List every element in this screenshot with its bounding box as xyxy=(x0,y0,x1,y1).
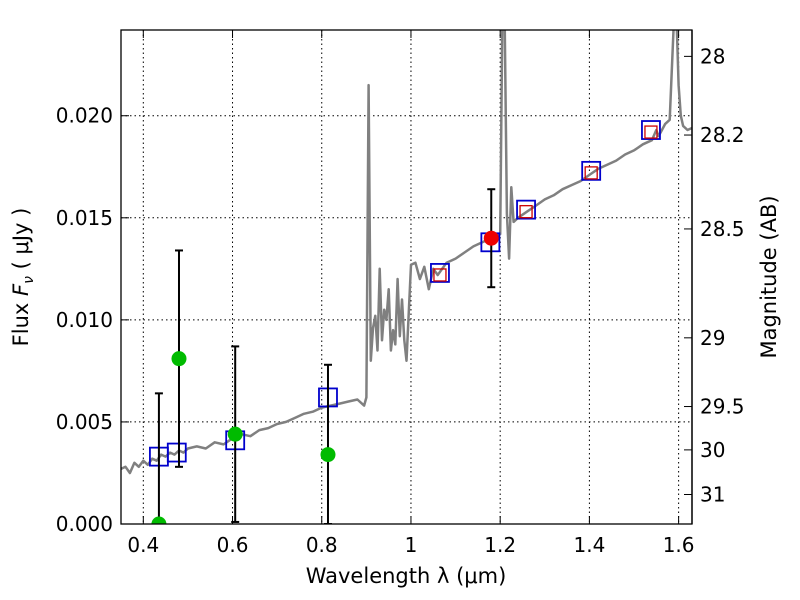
flux-point-marker xyxy=(227,426,243,442)
y-tick-label: 0.015 xyxy=(56,206,113,230)
flux-point-marker xyxy=(151,516,167,524)
y-tick-label: 0.020 xyxy=(56,104,113,128)
y2-tick-label: 28.5 xyxy=(700,217,745,241)
y2-tick-label: 31 xyxy=(700,482,725,506)
x-tick-label: 1 xyxy=(405,533,418,557)
x-axis-title: Wavelength λ (μm) xyxy=(306,564,507,588)
observed-square-marker xyxy=(644,125,658,139)
y-axis-title: Flux Fν ( μJy ) xyxy=(9,208,37,347)
model-square-marker xyxy=(430,263,450,283)
y-tick-label: 0.010 xyxy=(56,308,113,332)
observed-square-marker xyxy=(584,166,598,180)
observed-square-marker xyxy=(433,268,447,282)
flux-point-marker xyxy=(483,230,499,246)
flux-point-marker xyxy=(320,447,336,463)
x-tick-label: 0.8 xyxy=(306,533,338,557)
y-tick-label: 0.005 xyxy=(56,410,113,434)
tick-layer: 0.4 0.6 0.8 1 1.2 1.4 1.6 0.000 0.005 0.010 0.015 0… xyxy=(56,30,745,557)
y2-tick-label: 30 xyxy=(700,438,725,462)
flux-point-marker xyxy=(171,351,187,367)
y2-tick-label: 29.5 xyxy=(700,395,745,419)
y2-tick-label: 29 xyxy=(700,326,725,350)
y2-axis-title: Magnitude (AB) xyxy=(757,195,781,358)
x-tick-label: 1.6 xyxy=(663,533,695,557)
axes-frame xyxy=(120,29,693,525)
spectrum-line xyxy=(121,30,692,475)
observed-square-marker xyxy=(519,205,533,219)
x-tick-label: 1.4 xyxy=(573,533,605,557)
x-tick-label: 0.6 xyxy=(217,533,249,557)
model-square-marker xyxy=(166,442,187,463)
y2-tick-label: 28 xyxy=(700,44,725,68)
x-tick-label: 1.2 xyxy=(484,533,516,557)
x-tick-label: 0.4 xyxy=(127,533,159,557)
y-tick-label: 0.000 xyxy=(56,512,113,536)
model-square-marker xyxy=(581,160,602,181)
y2-tick-label: 28.2 xyxy=(700,123,745,147)
model-square-marker xyxy=(641,120,661,140)
model-square-marker xyxy=(516,199,536,220)
grid-layer xyxy=(121,30,692,525)
plot-layer xyxy=(121,30,692,524)
